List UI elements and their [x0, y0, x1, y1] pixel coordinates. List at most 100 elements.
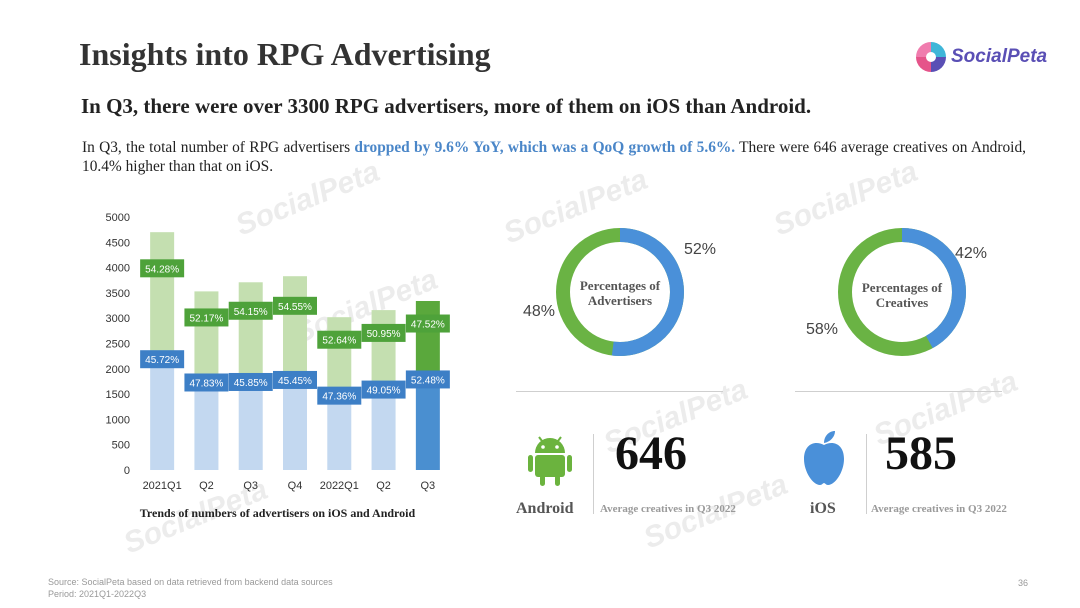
ios-data-label: 49.05%	[367, 386, 401, 397]
ios-bar	[238, 383, 263, 470]
android-percentage: 48%	[523, 303, 556, 320]
y-tick-label: 4500	[106, 237, 130, 249]
android-data-label: 52.17%	[189, 313, 223, 324]
android-data-label: 54.28%	[145, 264, 179, 275]
android-bar	[415, 300, 440, 382]
x-tick-label: Q4	[288, 480, 303, 492]
page-title: Insights into RPG Advertising	[79, 36, 491, 72]
ios-bar	[327, 397, 352, 470]
page-number: 36	[1018, 578, 1029, 588]
x-tick-label: Q2	[199, 480, 214, 492]
x-tick-label: 2022Q1	[320, 480, 359, 492]
logo-text: SocialPeta	[951, 46, 1048, 67]
divider	[516, 391, 723, 392]
ios-bar	[150, 361, 175, 470]
y-tick-label: 4000	[106, 263, 130, 275]
divider	[866, 434, 867, 514]
donut-label: Percentages of Advertisers	[565, 278, 675, 308]
paragraph-highlight: dropped by 9.6% YoY, which was a QoQ gro…	[354, 139, 736, 156]
x-tick-label: Q3	[243, 480, 258, 492]
x-tick-label: 2021Q1	[143, 480, 182, 492]
android-data-label: 52.64%	[322, 336, 356, 347]
ios-percentage: 42%	[955, 245, 988, 262]
paragraph-text: There were 646 average creatives on Andr…	[82, 139, 1026, 175]
footer-source: Source: SocialPeta based on data retriev…	[48, 577, 333, 587]
y-tick-label: 3000	[106, 313, 130, 325]
y-tick-label: 2500	[106, 339, 130, 351]
slide-subtitle: In Q3, there were over 3300 RPG advertis…	[81, 94, 812, 118]
android-label-box	[184, 308, 229, 327]
y-tick-label: 1500	[106, 389, 130, 401]
ios-bar	[194, 384, 219, 470]
divider	[593, 434, 594, 514]
donut-label-line: Percentages of	[861, 280, 943, 295]
ios-label-box	[273, 370, 317, 389]
brand-logo: SocialPeta	[915, 41, 1047, 73]
ios-arc	[838, 228, 966, 356]
android-creatives-caption: Average creatives in Q3 2022	[600, 503, 736, 515]
advertisers-bar-chart: 0 500 1000 1500 2000 2500 3000 3500 4000 4500 5000…	[106, 212, 450, 492]
android-label-box	[228, 301, 273, 320]
android-icon	[528, 436, 572, 486]
android-bar	[327, 317, 352, 398]
donut-label-line: Advertisers	[587, 293, 653, 308]
ios-label-box	[361, 380, 406, 399]
y-tick-label: 2000	[106, 364, 130, 376]
ios-platform-label: iOS	[810, 500, 836, 517]
ios-bar	[283, 381, 307, 470]
android-bar	[283, 276, 307, 382]
ios-label-box	[140, 350, 185, 369]
ios-label-box	[184, 373, 229, 392]
ios-creatives-value: 585	[885, 427, 957, 480]
socialpeta-logo-icon	[916, 42, 946, 72]
android-bar	[371, 310, 396, 392]
android-bar	[194, 291, 219, 385]
android-percentage: 58%	[806, 321, 839, 338]
source-footer: Source: SocialPeta based on data retriev…	[48, 576, 333, 600]
donut-label-line: Creatives	[875, 295, 929, 310]
android-label-box	[273, 296, 317, 315]
ios-bar	[415, 381, 440, 470]
android-label-box	[405, 314, 450, 333]
ios-data-label: 45.85%	[234, 378, 268, 389]
chart-caption: Trends of numbers of advertisers on iOS …	[139, 506, 416, 520]
ios-label-box	[317, 386, 362, 405]
y-tick-label: 5000	[106, 212, 130, 224]
android-platform-label: Android	[516, 500, 574, 517]
ios-data-label: 45.45%	[278, 376, 312, 387]
y-tick-label: 500	[112, 440, 130, 452]
android-data-label: 50.95%	[367, 329, 401, 340]
x-tick-label: Q3	[421, 480, 436, 492]
ios-data-label: 52.48%	[411, 375, 445, 386]
android-data-label: 47.52%	[411, 320, 445, 331]
apple-icon	[804, 431, 844, 485]
ios-label-box	[228, 372, 273, 391]
y-tick-label: 1000	[106, 414, 130, 426]
ios-arc	[556, 228, 684, 356]
ios-percentage: 52%	[684, 241, 717, 258]
y-tick-label: 0	[124, 465, 130, 477]
y-tick-label: 3500	[106, 288, 130, 300]
donut-label-line: Percentages of	[579, 278, 661, 293]
paragraph-text: In Q3, the total number of RPG advertise…	[82, 139, 355, 156]
creatives-donut-chart	[838, 228, 966, 356]
android-data-label: 54.55%	[278, 302, 312, 313]
divider	[795, 391, 1002, 392]
ios-creatives-caption: Average creatives in Q3 2022	[871, 503, 1007, 515]
android-bar	[150, 232, 175, 362]
android-creatives-value: 646	[615, 427, 687, 480]
ios-label-box	[405, 370, 450, 389]
x-tick-label: Q2	[376, 480, 391, 492]
summary-paragraph: In Q3, the total number of RPG advertise…	[82, 138, 1026, 176]
ios-data-label: 47.36%	[322, 392, 356, 403]
android-label-box	[361, 323, 406, 342]
android-data-label: 54.15%	[234, 307, 268, 318]
android-label-box	[140, 259, 185, 278]
advertisers-donut-chart	[556, 228, 684, 356]
ios-data-label: 47.83%	[189, 378, 223, 389]
ios-bar	[371, 391, 396, 470]
footer-period: Period: 2021Q1-2022Q3	[48, 589, 147, 599]
donut-label: Percentages of Creatives	[847, 280, 957, 310]
android-bar	[238, 282, 263, 384]
android-label-box	[317, 330, 362, 349]
